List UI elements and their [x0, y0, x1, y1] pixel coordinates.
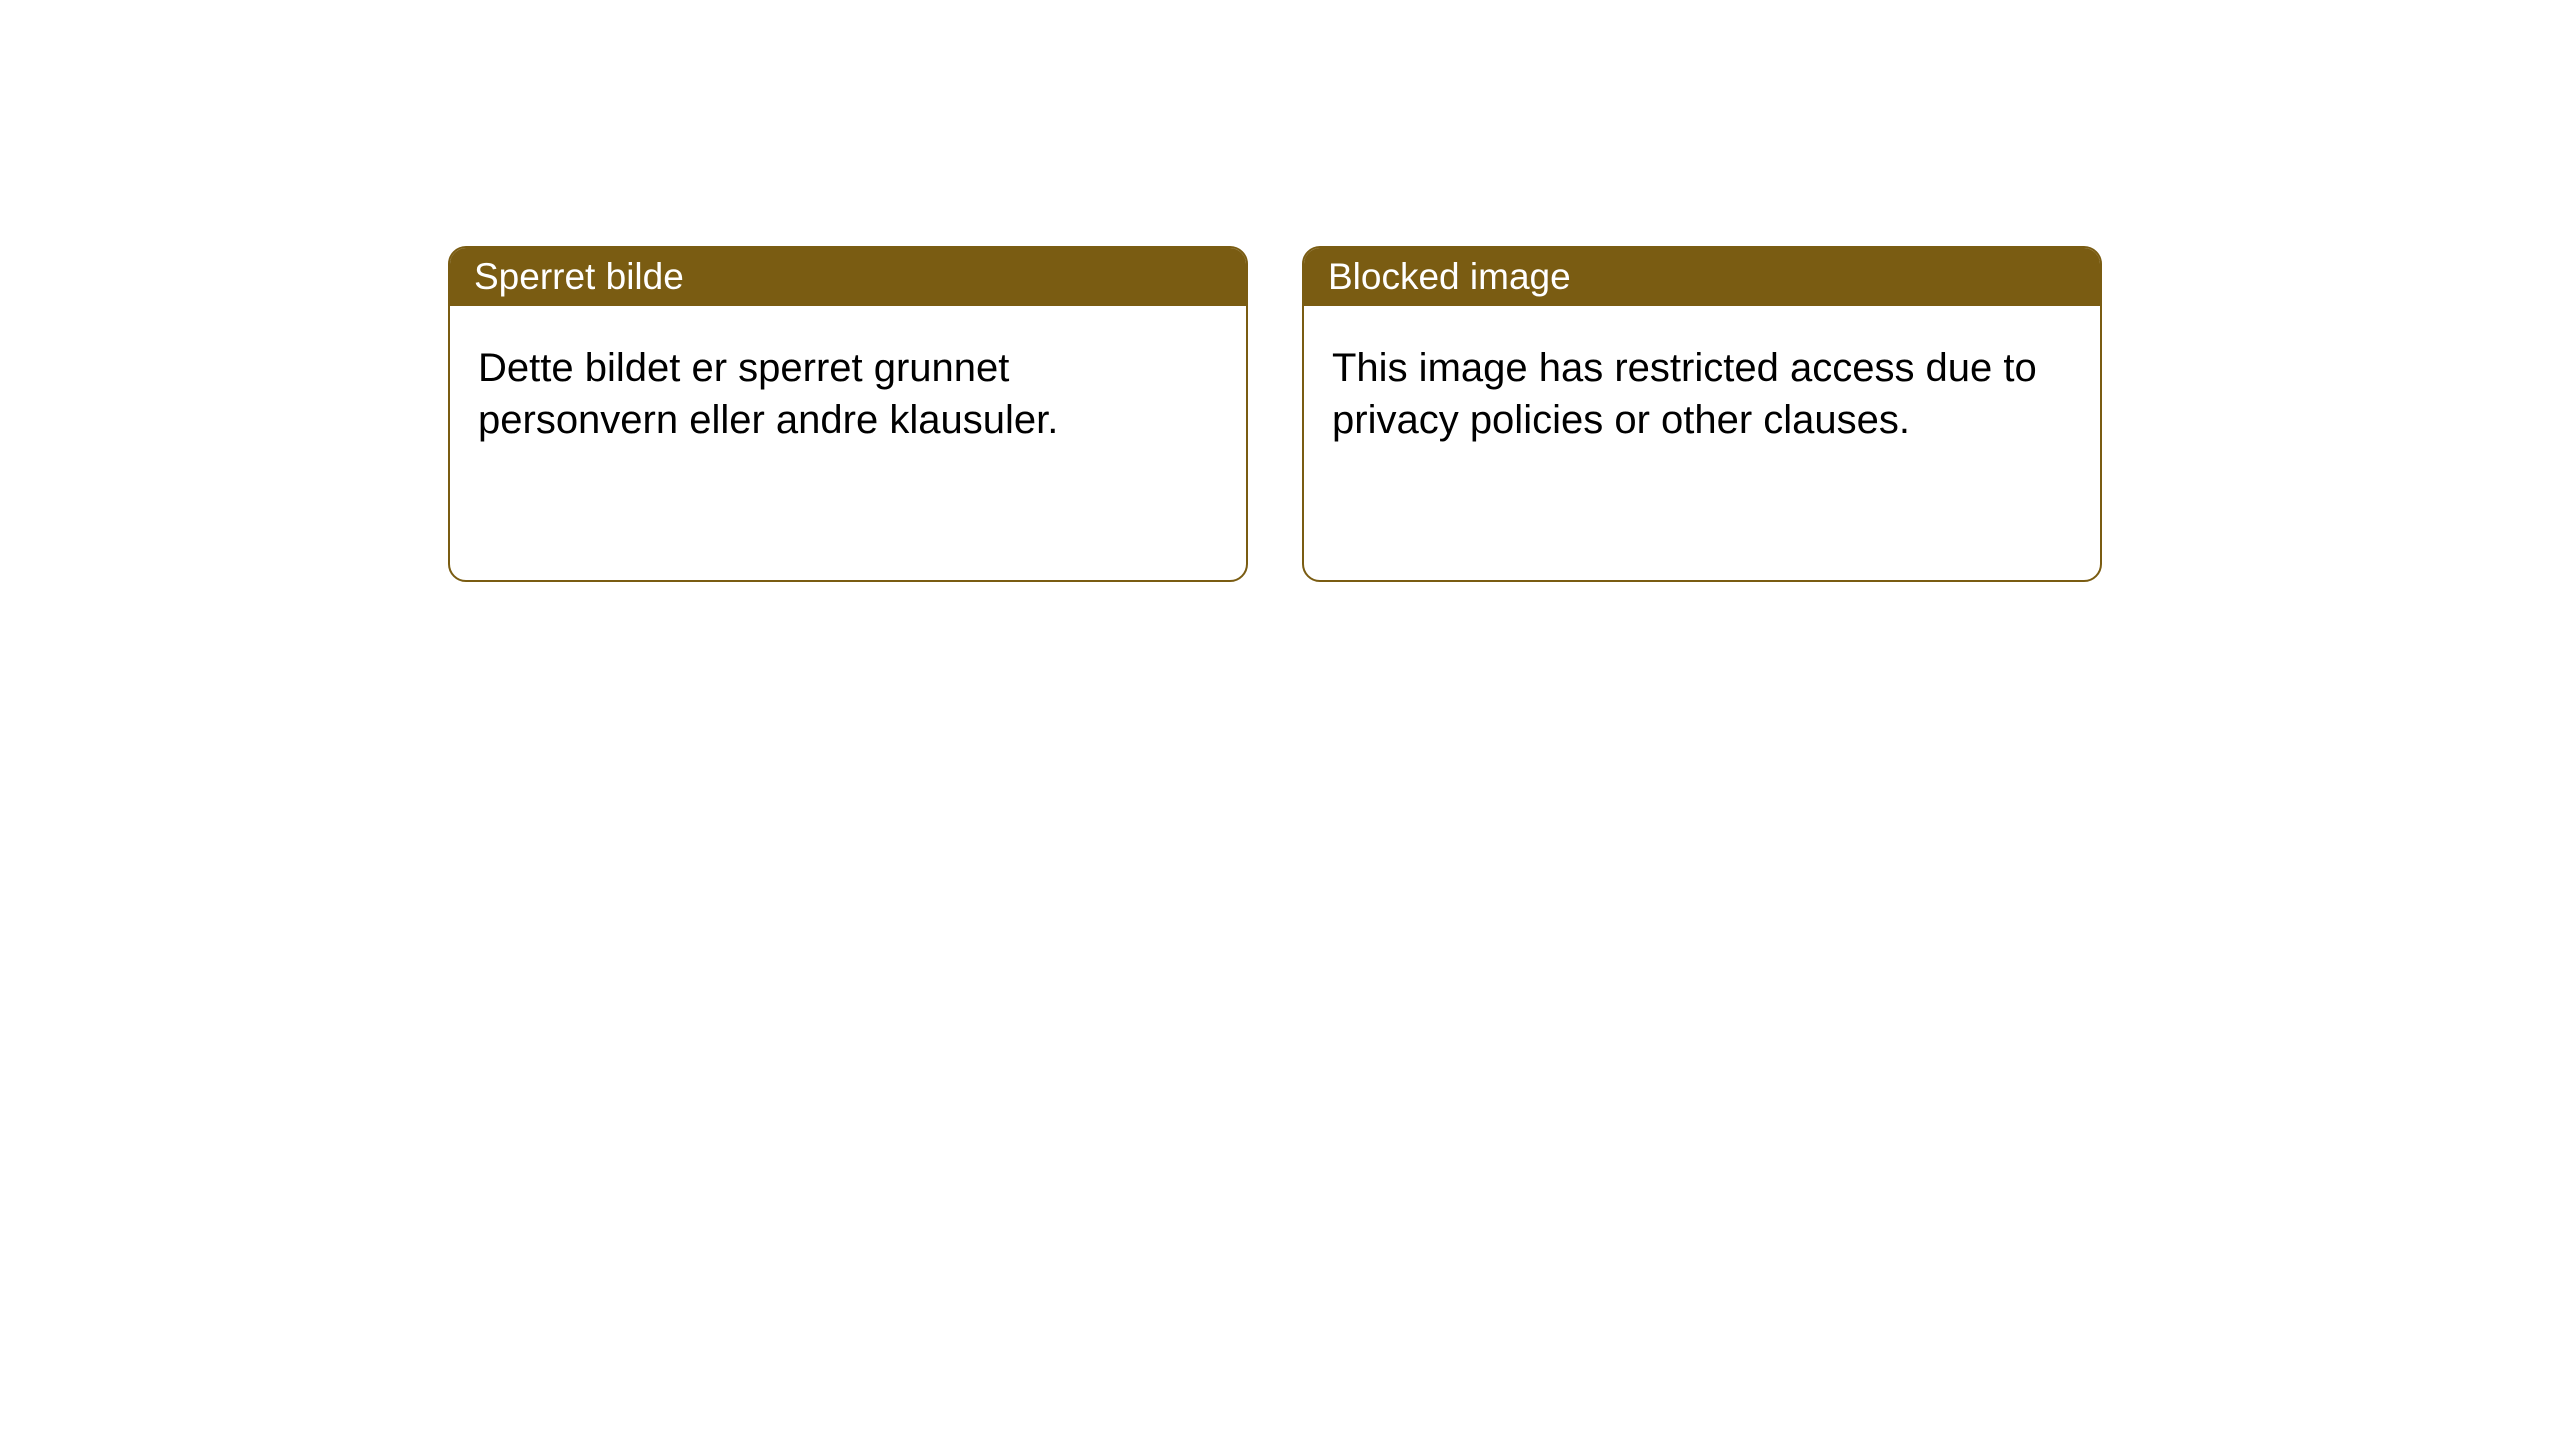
notice-card-english: Blocked image This image has restricted … [1302, 246, 2102, 582]
notice-container: Sperret bilde Dette bildet er sperret gr… [0, 0, 2560, 582]
card-header-text: Sperret bilde [474, 256, 684, 297]
card-header-text: Blocked image [1328, 256, 1571, 297]
card-body: This image has restricted access due to … [1304, 306, 2100, 482]
notice-card-norwegian: Sperret bilde Dette bildet er sperret gr… [448, 246, 1248, 582]
card-body: Dette bildet er sperret grunnet personve… [450, 306, 1246, 482]
card-header: Blocked image [1304, 248, 2100, 306]
card-body-text: This image has restricted access due to … [1332, 346, 2037, 442]
card-header: Sperret bilde [450, 248, 1246, 306]
card-body-text: Dette bildet er sperret grunnet personve… [478, 346, 1058, 442]
